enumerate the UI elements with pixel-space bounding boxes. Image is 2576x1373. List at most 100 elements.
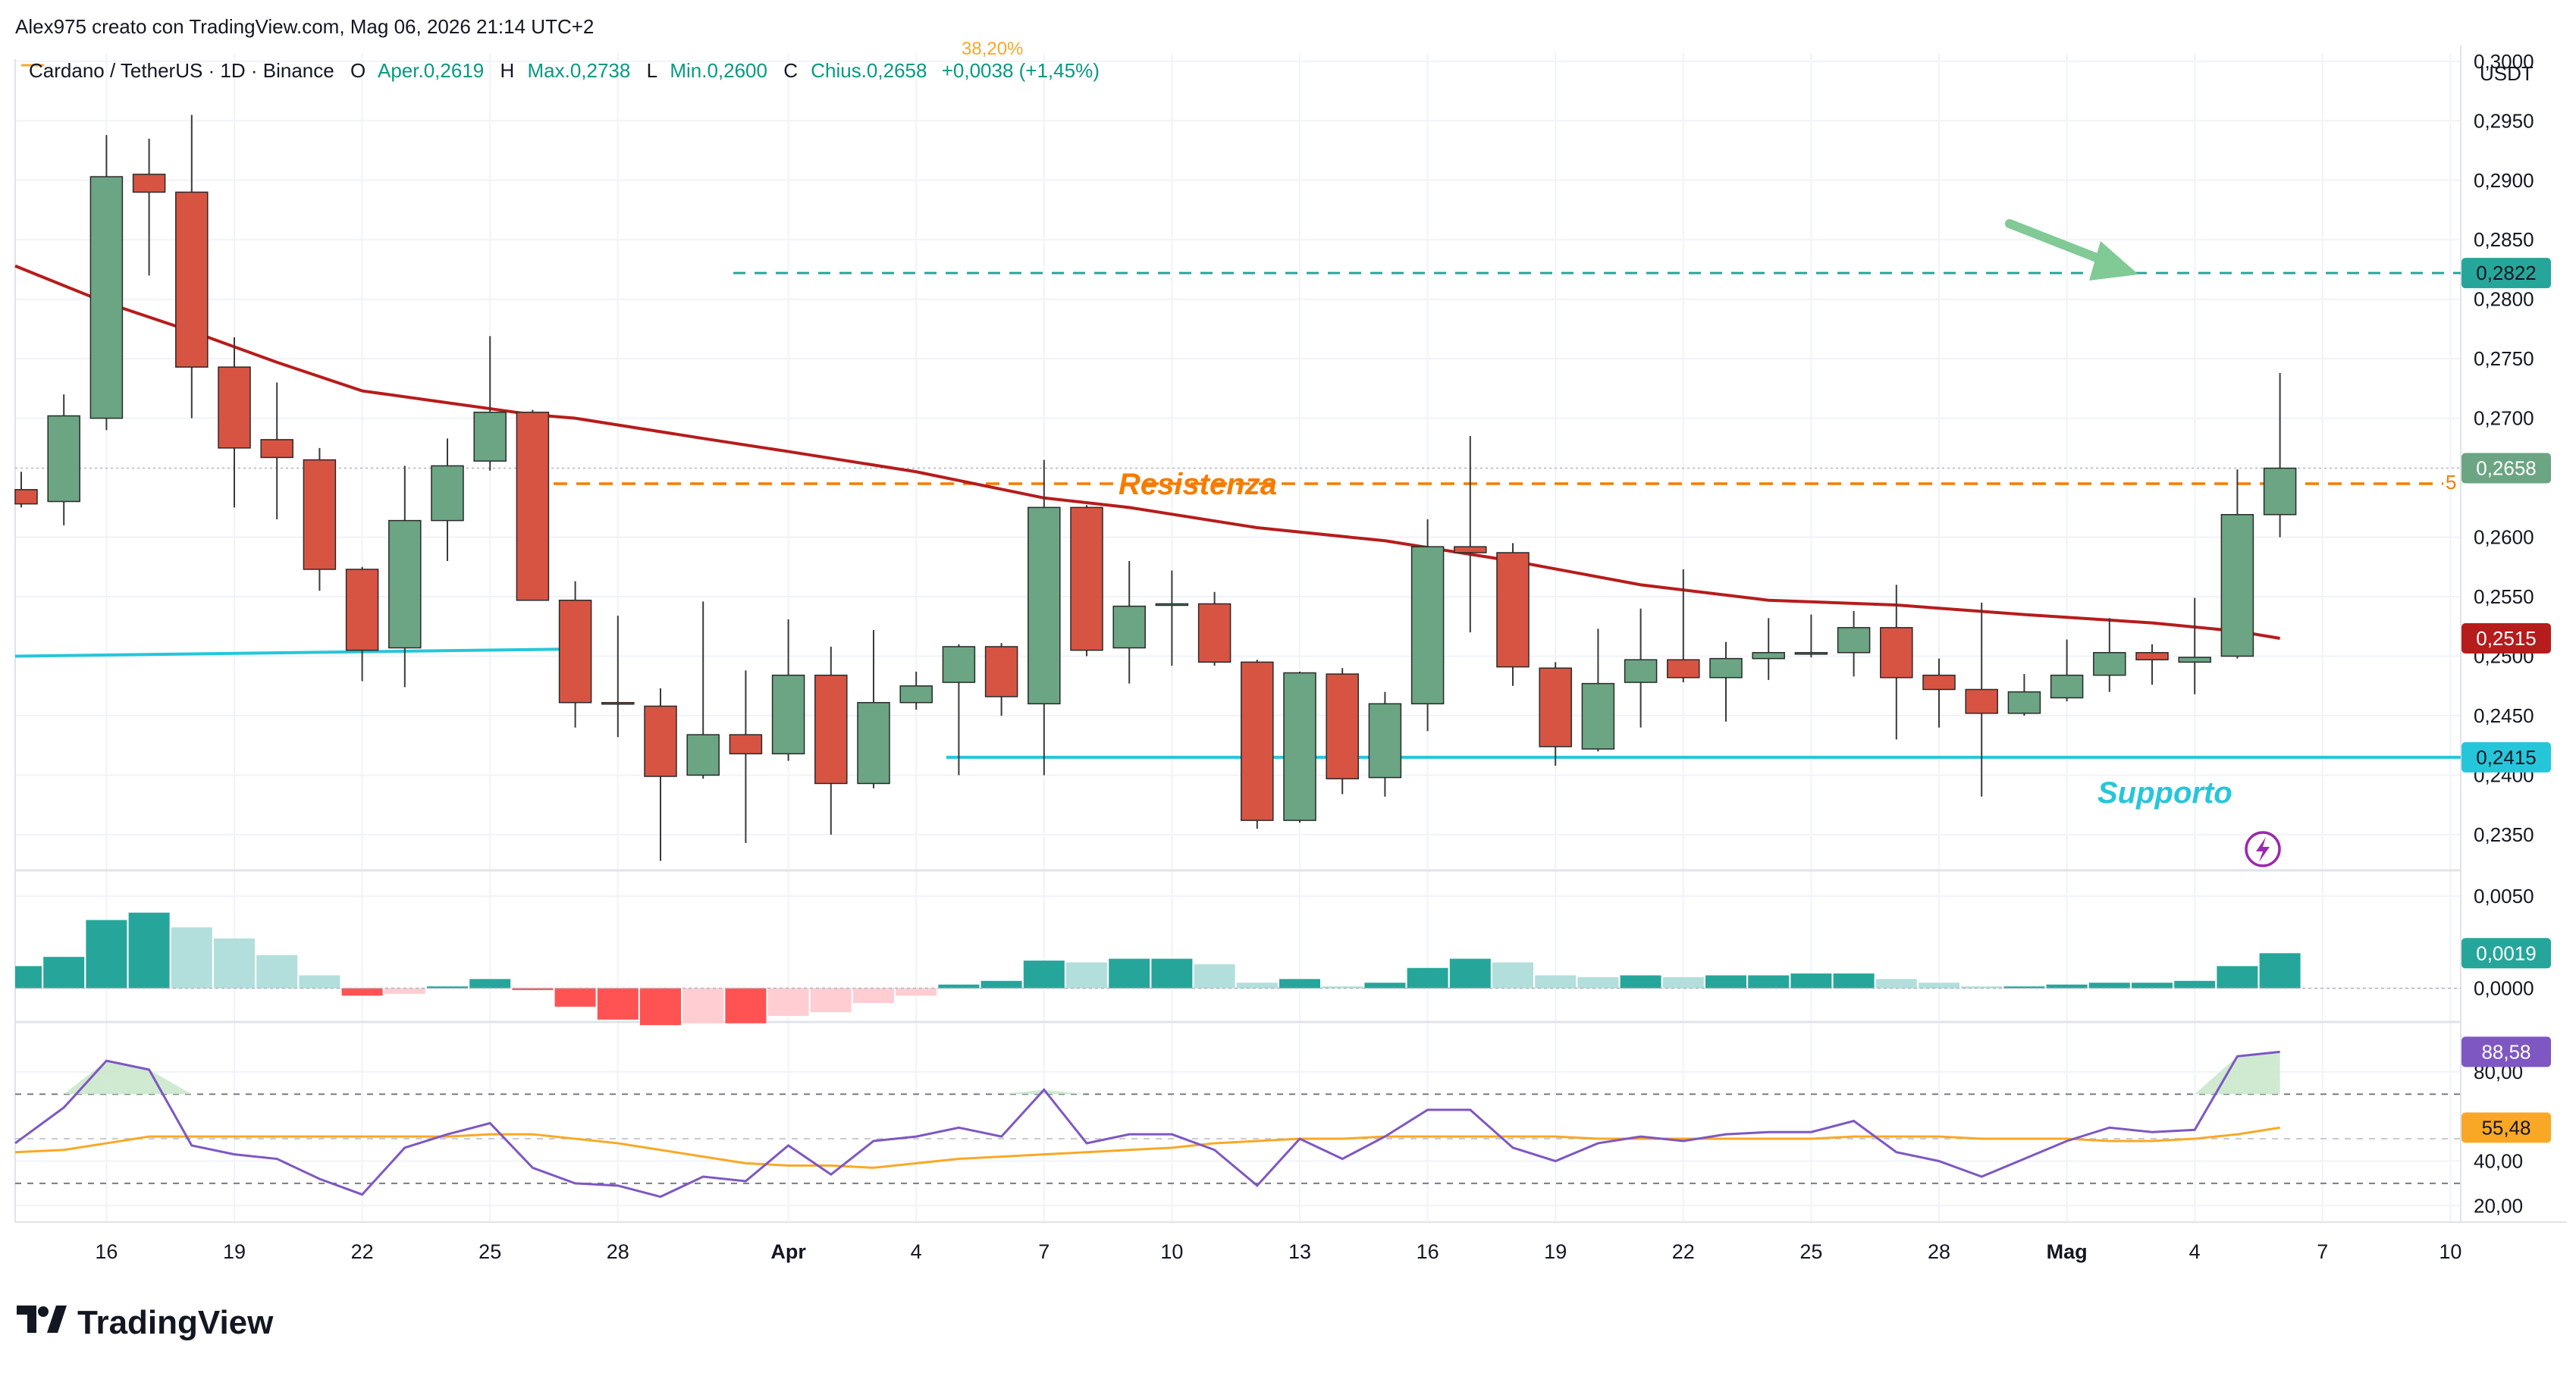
price-tick-label: 0,2600	[2474, 526, 2534, 549]
resistance-label: Resistenza	[1119, 468, 1277, 501]
macd-tick-label: 0,0050	[2474, 885, 2534, 907]
candle-body	[2050, 674, 2084, 699]
macd-bar	[341, 988, 383, 996]
macd-bar	[2046, 984, 2088, 989]
rsi-tick-label: 20,00	[2474, 1194, 2523, 1217]
candle	[1539, 662, 1572, 766]
support-label: Supporto	[2098, 776, 2232, 810]
ma-badge-text: 0,2515	[2476, 627, 2537, 650]
rsi-ma-line	[14, 1126, 2280, 1169]
symbol-line: Cardano / TetherUS · 1D · Binance O Aper…	[29, 59, 1100, 82]
time-tick-label: 4	[911, 1240, 922, 1263]
open-value: Aper.0,2619	[378, 59, 484, 82]
target-badge-text: 0,2822	[2476, 262, 2537, 284]
price-tick-label: 0,2800	[2474, 288, 2534, 311]
candle	[686, 601, 720, 779]
rsi-ma-badge-text: 55,48	[2481, 1116, 2531, 1139]
candle-body	[14, 489, 38, 505]
time-tick-label: Apr	[770, 1240, 806, 1263]
support-badge-text: 0,2415	[2476, 746, 2537, 769]
close-label: C	[783, 59, 798, 82]
macd-bar	[15, 966, 42, 989]
time-axis[interactable]: 16 19 22 25 28 Apr 4 7 10 13 16 19 22 25 28 Mag 4 7 10	[95, 1240, 2461, 1263]
macd-bar	[1705, 975, 1746, 989]
candle-body	[516, 412, 550, 601]
candle-body	[89, 176, 124, 419]
candle	[814, 646, 848, 835]
candle-body	[47, 415, 80, 503]
candle	[2050, 639, 2084, 702]
rsi-ma-badge-bg	[2461, 1112, 2551, 1143]
open-label: O	[350, 59, 366, 82]
macd-bar	[1790, 973, 1832, 989]
candle	[1410, 519, 1445, 732]
rsi-tick-label: 40,00	[2474, 1149, 2523, 1172]
macd-bar	[767, 988, 809, 1016]
candle	[857, 629, 890, 788]
rsi-badge-text: 88,58	[2481, 1040, 2531, 1063]
candle-body	[558, 600, 592, 704]
rsi-overbought-fill	[106, 1061, 149, 1095]
candle	[2220, 469, 2254, 659]
lightning-icon[interactable]	[2245, 831, 2281, 867]
ma-badge-bg	[2461, 622, 2551, 654]
candle	[303, 447, 337, 591]
candle	[899, 671, 933, 710]
last-price-badge-bg	[2461, 453, 2551, 484]
candle	[2263, 373, 2297, 538]
candle-body	[303, 459, 337, 570]
rsi-ma-badge: 55,48	[2461, 1112, 2551, 1143]
time-tick-label: 7	[1038, 1240, 1050, 1263]
fib-label: 38,20%	[962, 39, 1023, 59]
candle-body	[388, 519, 422, 649]
close-value: Chius.0,2658	[811, 59, 927, 82]
candle-body	[857, 701, 890, 785]
candle-body	[1283, 672, 1316, 821]
time-tick-label: 22	[351, 1240, 374, 1263]
change-value: +0,0038 (+1,45%)	[942, 59, 1100, 82]
macd-bar	[853, 988, 894, 1003]
macd-badge-bg	[2461, 938, 2551, 969]
high-label: H	[500, 59, 514, 82]
macd-bar	[1833, 973, 1875, 989]
candle	[388, 466, 422, 688]
price-tick-label: 0,2550	[2474, 585, 2534, 608]
candle	[1581, 629, 1615, 752]
time-tick-label: 13	[1288, 1240, 1311, 1263]
candle	[473, 336, 507, 471]
candle-body	[2178, 657, 2211, 663]
low-label: L	[647, 59, 657, 82]
macd-bar	[1577, 976, 1619, 989]
macd-bar	[128, 912, 170, 989]
candle-body	[942, 646, 976, 683]
rsi-line	[14, 1050, 2280, 1199]
macd-bar	[1875, 979, 1917, 989]
candle	[729, 670, 763, 843]
candle-body	[1326, 673, 1359, 779]
candle-body	[1794, 652, 1828, 655]
candle-body	[601, 701, 635, 705]
candle	[431, 438, 464, 561]
currency-label: USDT	[2480, 62, 2534, 85]
candle	[1028, 459, 1061, 776]
macd-bar	[1279, 979, 1320, 989]
rsi-overbought-fill	[1043, 1089, 1087, 1095]
candle	[2135, 644, 2169, 685]
macd-histogram	[15, 912, 2461, 1026]
candle-body	[1496, 552, 1530, 668]
candle-body	[2007, 691, 2041, 714]
candle-body	[2135, 652, 2169, 660]
candle-body	[218, 366, 251, 449]
time-tick-label: 7	[2317, 1240, 2328, 1263]
high-value: Max.0,2738	[527, 59, 630, 82]
candle	[1326, 668, 1359, 795]
candle-body	[1410, 546, 1445, 705]
rsi-badge-bg	[2461, 1036, 2551, 1067]
candle-body	[1241, 661, 1274, 821]
low-value: Min.0,2600	[670, 59, 767, 82]
candle	[2093, 618, 2126, 692]
price-tick-label: 0,2750	[2474, 347, 2534, 370]
tradingview-logo[interactable]: TradingView	[17, 1304, 274, 1341]
candle	[1454, 436, 1487, 633]
